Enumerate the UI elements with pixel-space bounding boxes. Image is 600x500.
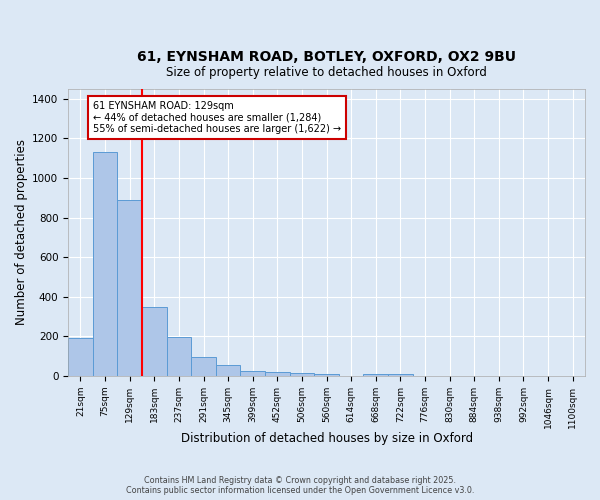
- Bar: [241, 371, 265, 376]
- Text: 61 EYNSHAM ROAD: 129sqm
← 44% of detached houses are smaller (1,284)
55% of semi: 61 EYNSHAM ROAD: 129sqm ← 44% of detache…: [93, 100, 341, 134]
- Bar: [364, 374, 388, 376]
- Y-axis label: Number of detached properties: Number of detached properties: [15, 140, 28, 326]
- Bar: [265, 372, 290, 376]
- Bar: [388, 374, 413, 376]
- Bar: [167, 338, 191, 376]
- Text: Contains HM Land Registry data © Crown copyright and database right 2025.
Contai: Contains HM Land Registry data © Crown c…: [126, 476, 474, 495]
- Bar: [216, 364, 241, 376]
- Bar: [142, 306, 167, 376]
- Bar: [68, 338, 93, 376]
- Bar: [191, 357, 216, 376]
- Bar: [93, 152, 118, 376]
- Text: Size of property relative to detached houses in Oxford: Size of property relative to detached ho…: [166, 66, 487, 78]
- Title: 61, EYNSHAM ROAD, BOTLEY, OXFORD, OX2 9BU: 61, EYNSHAM ROAD, BOTLEY, OXFORD, OX2 9B…: [137, 50, 516, 64]
- Bar: [290, 373, 314, 376]
- X-axis label: Distribution of detached houses by size in Oxford: Distribution of detached houses by size …: [181, 432, 473, 445]
- Bar: [118, 200, 142, 376]
- Bar: [314, 374, 339, 376]
